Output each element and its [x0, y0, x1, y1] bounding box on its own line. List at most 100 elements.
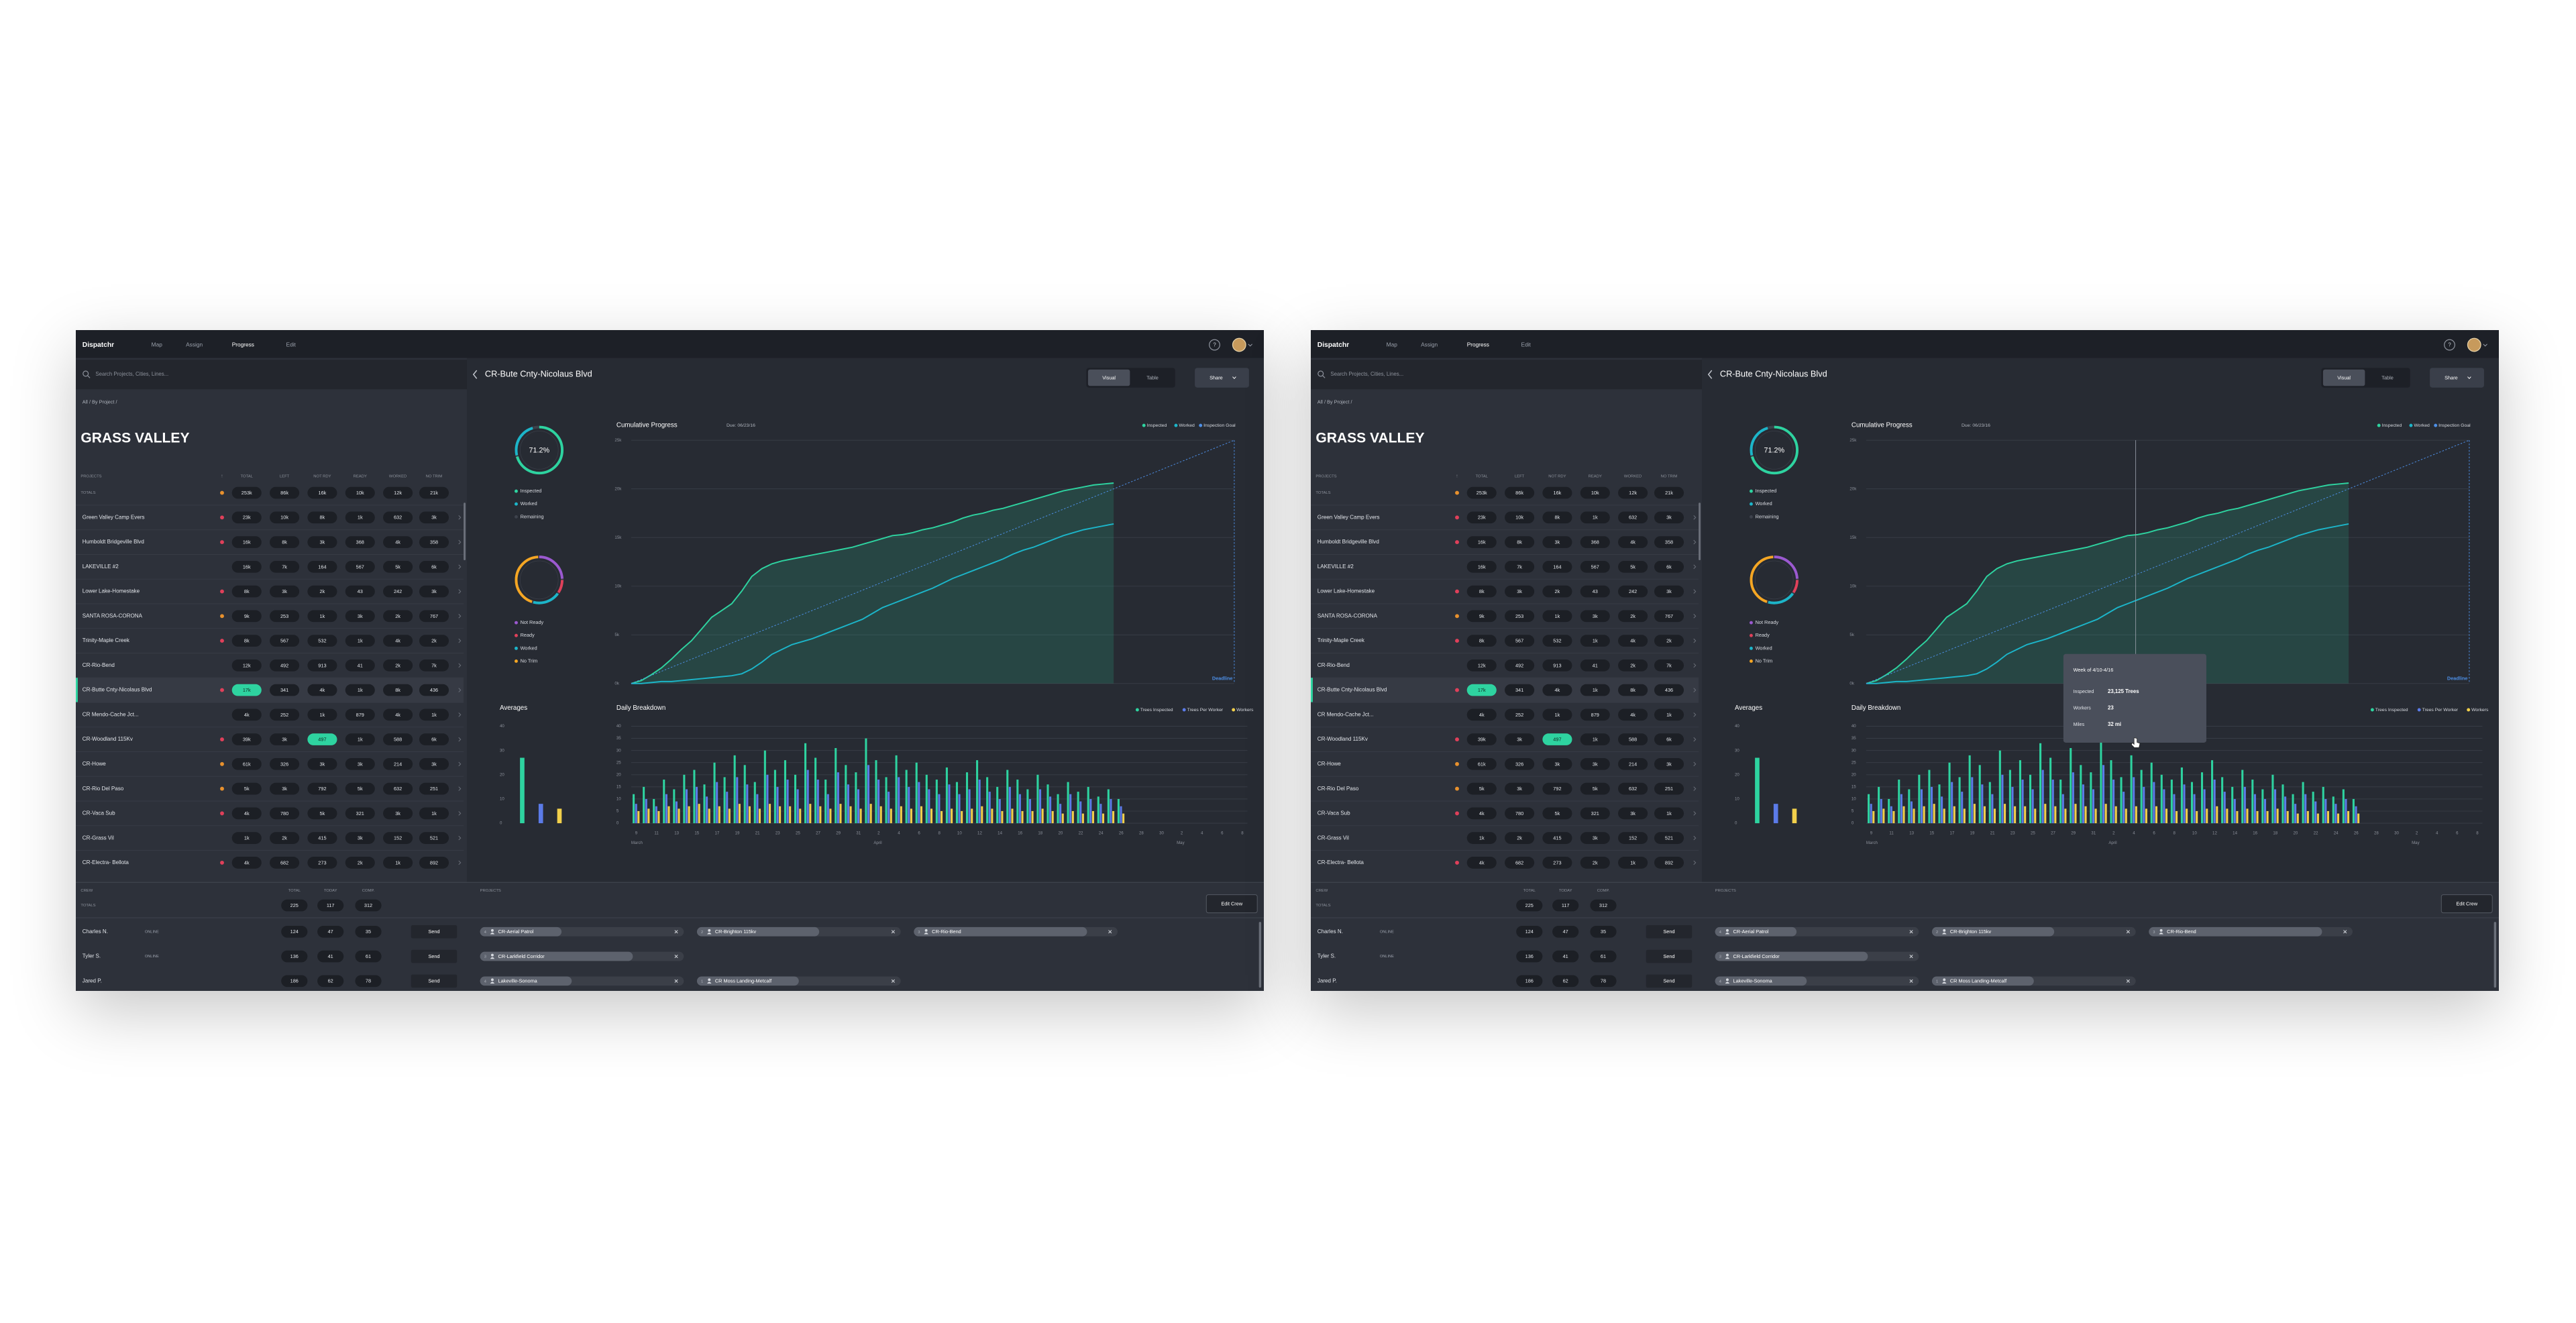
brand[interactable]: Dispatchr — [1318, 341, 1349, 349]
cell-value: 1k — [395, 859, 400, 865]
project-name[interactable]: CR-Electra- Bellota — [83, 859, 129, 865]
nav-link[interactable]: Assign — [186, 341, 203, 348]
project-name[interactable]: CR-Vaca Sub — [1318, 810, 1350, 816]
send-button[interactable] — [1646, 924, 1693, 939]
edit-crew-button[interactable] — [2440, 894, 2493, 914]
avatar[interactable] — [2467, 337, 2481, 352]
edit-crew-button[interactable] — [1205, 894, 1258, 914]
project-name[interactable]: Trinity-Maple Creek — [1318, 637, 1365, 643]
project-name[interactable]: LAKEVILLE #2 — [83, 564, 119, 570]
cell-value: 17k — [1478, 687, 1486, 693]
project-name[interactable]: CR-Rio Del Paso — [83, 786, 124, 792]
project-name[interactable]: CR-Butte Cnty-Nicolaus Blvd — [83, 687, 152, 693]
project-name[interactable]: CR Mendo-Cache Jct... — [1318, 711, 1374, 717]
project-name[interactable]: Humboldt Bridgeville Blvd — [1318, 539, 1379, 545]
send-button[interactable] — [411, 974, 458, 988]
bar — [2334, 804, 2337, 824]
share-button[interactable] — [1195, 368, 1249, 388]
project-name[interactable]: Trinity-Maple Creek — [83, 637, 130, 643]
cell-pill — [1466, 511, 1497, 524]
project-name[interactable]: CR-Grass Vil — [83, 835, 114, 841]
nav-link[interactable]: Edit — [286, 341, 297, 348]
nav-link[interactable]: Map — [152, 341, 163, 348]
project-name[interactable]: CR-Howe — [83, 761, 107, 767]
project-name[interactable]: CR-Grass Vil — [1318, 835, 1349, 841]
avatar[interactable] — [1232, 337, 1246, 352]
cell-pill — [270, 635, 300, 647]
chip-remove[interactable] — [1909, 954, 1913, 959]
nav-link[interactable]: Edit — [1521, 341, 1532, 348]
back-chevron[interactable] — [472, 370, 478, 379]
help-icon[interactable] — [1209, 339, 1220, 351]
project-name[interactable]: Lower Lake-Homestake — [83, 588, 140, 594]
project-name[interactable]: CR-Rio-Bend — [1318, 662, 1350, 668]
project-name[interactable]: Green Valley Camp Evers — [83, 514, 145, 520]
view-option[interactable] — [2322, 369, 2365, 386]
chip-remove[interactable] — [2343, 930, 2347, 934]
legend-swatch — [515, 489, 518, 493]
cell-pill — [1618, 857, 1648, 869]
search-box[interactable] — [76, 360, 467, 390]
row-chevron — [458, 589, 462, 594]
back-chevron[interactable] — [1707, 370, 1713, 379]
view-option[interactable] — [1087, 369, 1130, 386]
cell-pill — [1654, 832, 1684, 844]
cell-value: 214 — [394, 761, 402, 767]
row-chevron — [1693, 614, 1697, 619]
project-name[interactable]: CR-Rio Del Paso — [1318, 786, 1359, 792]
send-button[interactable] — [1646, 974, 1693, 988]
breadcrumb[interactable]: All / By Project / — [1318, 399, 1353, 405]
cell-pill — [1618, 659, 1648, 672]
project-name[interactable]: CR-Woodland 115Kv — [83, 736, 133, 742]
nav-link[interactable]: Progress — [232, 341, 254, 348]
send-button[interactable] — [411, 924, 458, 939]
project-name[interactable]: CR-Butte Cnty-Nicolaus Blvd — [1318, 687, 1387, 693]
x-tick-label: 10 — [2192, 831, 2197, 835]
cell-value: 5k — [1593, 786, 1598, 792]
search-box[interactable] — [1311, 360, 1702, 390]
nav-link[interactable]: Assign — [1421, 341, 1438, 348]
bar — [1908, 789, 1911, 824]
chip-remove[interactable] — [674, 954, 678, 959]
project-name[interactable]: CR-Rio-Bend — [83, 662, 115, 668]
y-tick-label: 10 — [500, 797, 504, 802]
cell-value: 8k — [1630, 687, 1635, 693]
project-name[interactable]: CR-Woodland 115Kv — [1318, 736, 1368, 742]
chip-remove[interactable] — [2126, 979, 2130, 983]
project-name[interactable]: SANTA ROSA-CORONA — [83, 613, 143, 619]
chip-remove[interactable] — [1909, 930, 1913, 934]
project-name[interactable]: Lower Lake-Homestake — [1318, 588, 1375, 594]
cell-value: 521 — [1665, 835, 1673, 841]
nav-link[interactable]: Progress — [1467, 341, 1489, 348]
send-button[interactable] — [1646, 949, 1693, 963]
chip-person-body — [707, 982, 712, 984]
cell-value: 5k — [1479, 786, 1485, 792]
chip-remove[interactable] — [891, 930, 895, 934]
column-header: ! — [221, 475, 223, 479]
project-name[interactable]: CR-Howe — [1318, 761, 1342, 767]
breadcrumb[interactable]: All / By Project / — [83, 399, 118, 405]
project-name[interactable]: LAKEVILLE #2 — [1318, 564, 1354, 570]
bar — [1099, 804, 1102, 824]
search-placeholder[interactable]: Search Projects, Cities, Lines... — [1330, 371, 1403, 377]
search-placeholder[interactable]: Search Projects, Cities, Lines... — [95, 371, 168, 377]
chip-remove[interactable] — [2126, 930, 2130, 934]
chip-remove[interactable] — [1909, 979, 1913, 983]
project-name[interactable]: SANTA ROSA-CORONA — [1318, 613, 1378, 619]
chip-remove[interactable] — [674, 979, 678, 983]
project-name[interactable]: CR Mendo-Cache Jct... — [83, 711, 139, 717]
send-button[interactable] — [411, 949, 458, 963]
help-icon[interactable] — [2444, 339, 2455, 351]
project-name[interactable]: CR-Vaca Sub — [83, 810, 115, 816]
chip-remove[interactable] — [1108, 930, 1112, 934]
project-name[interactable]: Humboldt Bridgeville Blvd — [83, 539, 144, 545]
nav-link[interactable]: Map — [1387, 341, 1398, 348]
share-button[interactable] — [2430, 368, 2484, 388]
bar — [2243, 786, 2246, 824]
x-tick-label: 14 — [2233, 831, 2237, 835]
chip-remove[interactable] — [674, 930, 678, 934]
brand[interactable]: Dispatchr — [83, 341, 114, 349]
project-name[interactable]: Green Valley Camp Evers — [1318, 514, 1380, 520]
chip-remove[interactable] — [891, 979, 895, 983]
project-name[interactable]: CR-Electra- Bellota — [1318, 859, 1364, 865]
